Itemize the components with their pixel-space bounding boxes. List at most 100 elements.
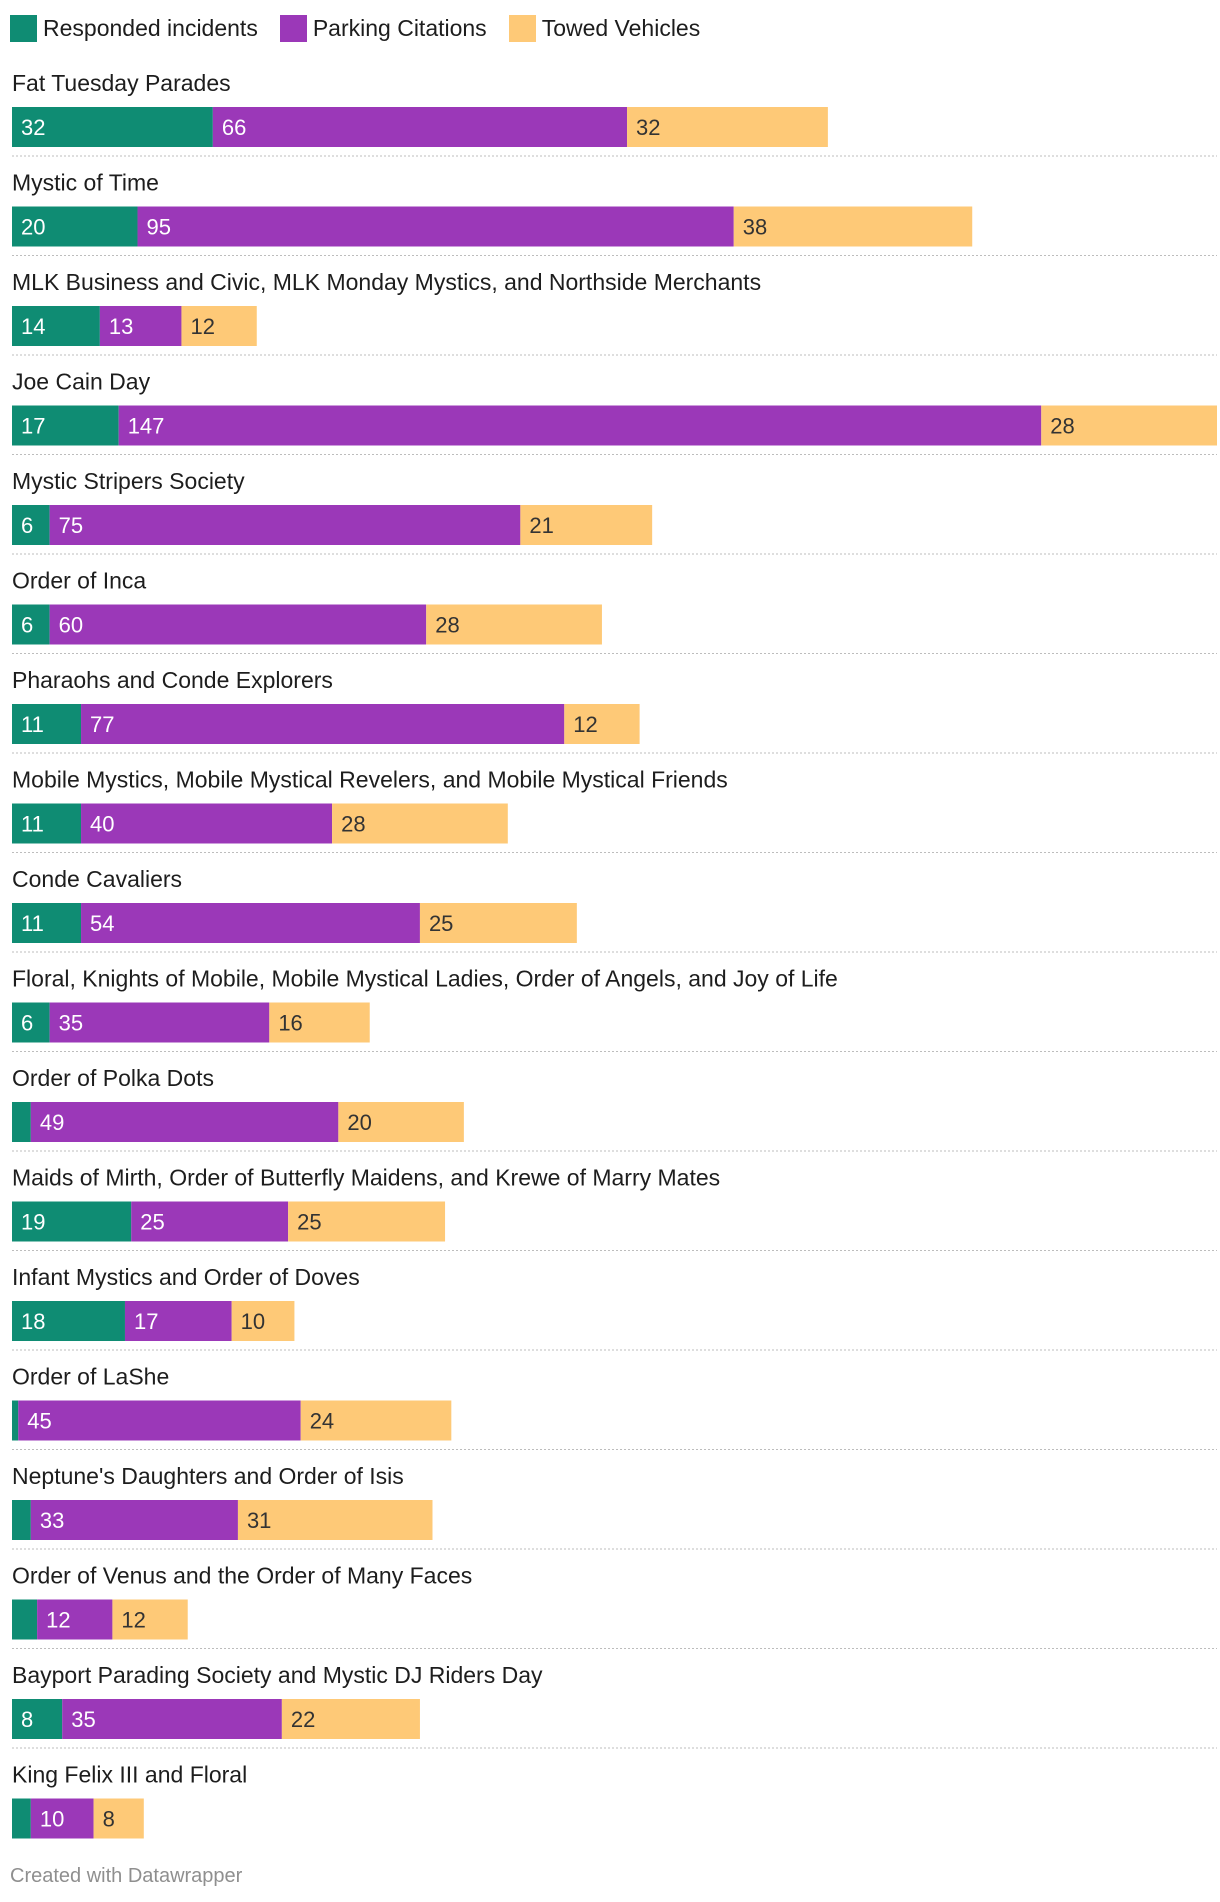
bar-towed-vehicles xyxy=(564,704,640,744)
category-label: Floral, Knights of Mobile, Mobile Mystic… xyxy=(12,966,838,992)
value-label-towed-vehicles: 8 xyxy=(103,1807,115,1832)
value-label-towed-vehicles: 22 xyxy=(291,1707,315,1732)
bar-towed-vehicles xyxy=(1041,405,1217,446)
value-label-parking-citations: 95 xyxy=(147,215,171,240)
bar-responded-incidents xyxy=(12,405,119,446)
bar-responded-incidents xyxy=(12,604,50,645)
bar-towed-vehicles xyxy=(93,1798,144,1839)
value-label-responded-incidents: 17 xyxy=(21,414,45,439)
category-label: MLK Business and Civic, MLK Monday Mysti… xyxy=(12,269,761,295)
category-label: Bayport Parading Society and Mystic DJ R… xyxy=(12,1662,543,1688)
value-label-parking-citations: 75 xyxy=(59,513,83,538)
category-label: Mobile Mystics, Mobile Mystical Revelers… xyxy=(12,767,728,793)
bar-towed-vehicles xyxy=(426,604,602,645)
bar-row-mystic-stripers-society: Mystic Stripers Society 6 75 21 xyxy=(12,468,1217,555)
bar-responded-incidents xyxy=(12,903,82,943)
value-label-towed-vehicles: 28 xyxy=(435,613,459,638)
value-label-parking-citations: 77 xyxy=(90,712,114,737)
value-label-parking-citations: 54 xyxy=(90,911,114,936)
category-label: Neptune's Daughters and Order of Isis xyxy=(12,1463,404,1489)
bar-parking-citations xyxy=(81,903,420,943)
bar-towed-vehicles xyxy=(237,1500,433,1540)
category-label: Mystic Stripers Society xyxy=(12,468,245,494)
value-label-parking-citations: 60 xyxy=(59,613,83,638)
value-label-parking-citations: 13 xyxy=(109,314,133,339)
bar-towed-vehicles xyxy=(338,1102,464,1142)
category-label: Infant Mystics and Order of Doves xyxy=(12,1264,360,1290)
bar-row-mobile-mystics-mobile-mystical-revelers-: Mobile Mystics, Mobile Mystical Revelers… xyxy=(12,767,1217,853)
bar-towed-vehicles xyxy=(231,1301,295,1341)
bar-parking-citations xyxy=(49,604,427,645)
bar-parking-citations xyxy=(131,1201,289,1242)
bar-responded-incidents xyxy=(12,505,50,545)
bar-parking-citations xyxy=(118,405,1042,446)
bar-responded-incidents xyxy=(12,206,138,247)
bar-towed-vehicles xyxy=(332,803,508,844)
value-label-parking-citations: 12 xyxy=(46,1608,70,1633)
legend-item-responded-incidents: Responded incidents xyxy=(10,14,258,42)
bar-responded-incidents xyxy=(12,1201,132,1242)
bar-row-joe-cain-day: Joe Cain Day 17 147 28 xyxy=(12,369,1217,455)
bar-row-maids-of-mirth-order-of-butterfly-maiden: Maids of Mirth, Order of Butterfly Maide… xyxy=(12,1165,1217,1251)
bar-parking-citations xyxy=(49,1002,270,1043)
bar-row-pharaohs-and-conde-explorers: Pharaohs and Conde Explorers 11 77 12 xyxy=(12,667,1217,754)
value-label-towed-vehicles: 12 xyxy=(573,712,597,737)
bar-responded-incidents xyxy=(12,1699,63,1739)
category-label: King Felix III and Floral xyxy=(12,1762,247,1788)
category-label: Mystic of Time xyxy=(12,170,159,196)
bar-parking-citations xyxy=(30,1798,94,1839)
legend-swatch-parking-citations xyxy=(279,14,307,42)
value-label-parking-citations: 17 xyxy=(134,1309,158,1334)
value-label-towed-vehicles: 20 xyxy=(347,1110,371,1135)
bar-towed-vehicles xyxy=(112,1599,188,1640)
category-label: Order of Inca xyxy=(12,568,146,594)
category-label: Joe Cain Day xyxy=(12,369,151,395)
bar-row-order-of-lashe: Order of LaShe 45 24 xyxy=(12,1364,1217,1450)
footer-credit: Created with Datawrapper xyxy=(10,1865,243,1887)
bar-responded-incidents xyxy=(12,1599,38,1640)
bar-responded-incidents xyxy=(12,1400,19,1441)
legend-swatch-towed-vehicles xyxy=(508,14,536,42)
value-label-towed-vehicles: 12 xyxy=(190,314,214,339)
bar-towed-vehicles xyxy=(288,1201,446,1242)
bar-towed-vehicles xyxy=(520,505,653,545)
value-label-parking-citations: 35 xyxy=(71,1707,95,1732)
bar-towed-vehicles xyxy=(281,1699,420,1739)
value-label-parking-citations: 35 xyxy=(59,1011,83,1036)
category-label: Fat Tuesday Parades xyxy=(12,70,231,96)
value-label-responded-incidents: 6 xyxy=(21,1011,33,1036)
bar-parking-citations xyxy=(49,505,521,545)
category-label: Order of LaShe xyxy=(12,1364,169,1390)
legend-label-responded-incidents: Responded incidents xyxy=(43,14,258,41)
bar-responded-incidents xyxy=(12,1798,31,1839)
bar-row-bayport-parading-society-and-mystic-dj-r: Bayport Parading Society and Mystic DJ R… xyxy=(12,1662,1217,1749)
value-label-towed-vehicles: 12 xyxy=(121,1608,145,1633)
value-label-towed-vehicles: 32 xyxy=(636,115,660,140)
bar-row-floral-knights-of-mobile-mobile-mystical: Floral, Knights of Mobile, Mobile Mystic… xyxy=(12,966,1217,1052)
value-label-responded-incidents: 6 xyxy=(21,513,33,538)
bar-towed-vehicles xyxy=(733,206,973,247)
value-label-towed-vehicles: 25 xyxy=(297,1210,321,1235)
bar-row-order-of-inca: Order of Inca 6 60 28 xyxy=(12,568,1217,654)
value-label-towed-vehicles: 28 xyxy=(341,812,365,837)
value-label-towed-vehicles: 28 xyxy=(1050,414,1074,439)
bar-parking-citations xyxy=(212,107,628,147)
value-label-parking-citations: 66 xyxy=(222,115,246,140)
value-label-towed-vehicles: 25 xyxy=(429,911,453,936)
bar-parking-citations xyxy=(30,1102,339,1142)
legend-item-towed-vehicles: Towed Vehicles xyxy=(508,14,700,42)
category-label: Pharaohs and Conde Explorers xyxy=(12,667,333,693)
bar-row-mystic-of-time: Mystic of Time 20 95 38 xyxy=(12,170,1217,256)
bar-responded-incidents xyxy=(12,704,82,744)
bar-responded-incidents xyxy=(12,1002,50,1043)
value-label-responded-incidents: 8 xyxy=(21,1707,33,1732)
bar-parking-citations xyxy=(99,306,182,346)
value-label-responded-incidents: 18 xyxy=(21,1309,45,1334)
value-label-parking-citations: 25 xyxy=(140,1210,164,1235)
bar-row-infant-mystics-and-order-of-doves: Infant Mystics and Order of Doves 18 17 10 xyxy=(12,1264,1217,1351)
value-label-parking-citations: 45 xyxy=(27,1409,51,1434)
bar-row-order-of-polka-dots: Order of Polka Dots 49 20 xyxy=(12,1065,1217,1152)
bar-responded-incidents xyxy=(12,1500,31,1540)
